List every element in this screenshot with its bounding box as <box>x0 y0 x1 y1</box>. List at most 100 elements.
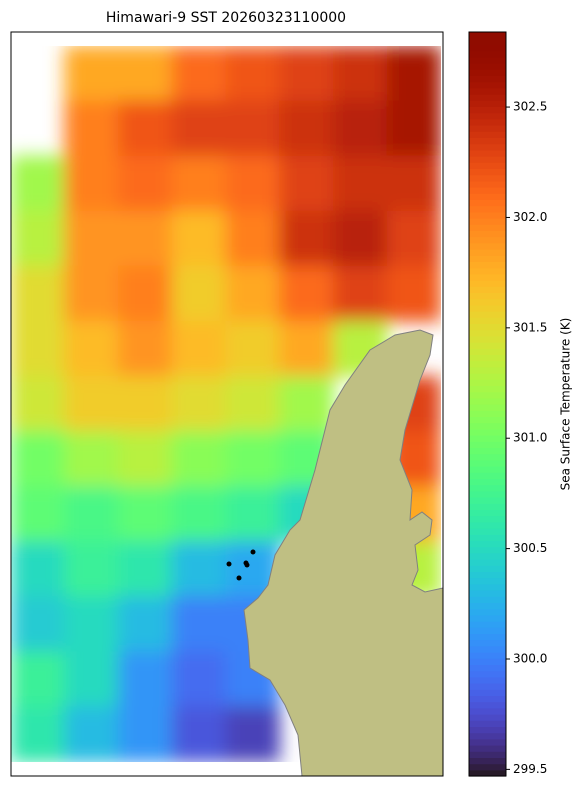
colorbar-step <box>469 385 506 393</box>
colorbar-step <box>469 106 506 114</box>
colorbar-step <box>469 311 506 318</box>
colorbar-step <box>469 69 506 76</box>
colorbar-step <box>469 360 506 368</box>
colorbar-step <box>469 174 506 182</box>
colorbar-step <box>469 75 506 83</box>
sst-cell <box>64 596 119 653</box>
land <box>243 329 444 777</box>
sst-cell <box>64 651 119 708</box>
colorbar-tick-label: 302.0 <box>513 210 547 224</box>
colorbar-step <box>469 211 506 219</box>
colorbar-step <box>469 261 506 269</box>
sst-cell <box>118 320 173 377</box>
sst-cell <box>386 46 441 102</box>
colorbar-step <box>469 44 506 52</box>
colorbar-step <box>469 118 506 126</box>
sst-cell <box>11 375 66 433</box>
map-frame <box>10 31 444 777</box>
colorbar-step <box>469 397 506 405</box>
colorbar-step <box>469 590 506 597</box>
colorbar-step <box>469 645 506 653</box>
sst-cell <box>118 431 173 488</box>
colorbar-step <box>469 559 506 566</box>
sst-cell <box>118 100 173 157</box>
sst-field <box>11 46 441 762</box>
colorbar-step <box>469 453 506 461</box>
sst-cell <box>171 265 227 322</box>
colorbar: 299.5 300.0 300.5 301.0 301.5 302.0 302.5 <box>468 31 547 777</box>
station <box>226 561 232 567</box>
colorbar-step <box>469 280 506 287</box>
sst-cell <box>225 155 281 212</box>
colorbar-step <box>469 534 506 541</box>
colorbar-step <box>469 738 506 746</box>
colorbar-step <box>469 193 506 200</box>
colorbar-step <box>469 745 506 752</box>
sst-cell <box>171 320 227 377</box>
colorbar-step <box>469 137 506 145</box>
sst-cell <box>279 265 334 322</box>
colorbar-step <box>469 608 506 616</box>
colorbar-step <box>469 614 506 622</box>
colorbar-step <box>469 224 506 231</box>
sst-cell <box>171 651 227 708</box>
colorbar-step <box>469 441 506 448</box>
sst-cell <box>279 155 334 212</box>
colorbar-step <box>469 751 506 758</box>
colorbar-step <box>469 286 506 293</box>
sst-cell <box>171 596 227 653</box>
colorbar-step <box>469 354 506 362</box>
sst-cell <box>171 210 227 267</box>
colorbar-step <box>469 707 506 715</box>
colorbar-step <box>469 205 506 213</box>
colorbar-step <box>469 503 506 510</box>
colorbar-step <box>469 757 506 765</box>
colorbar-step <box>469 242 506 250</box>
colorbar-step <box>469 56 506 64</box>
colorbar-label: Sea Surface Temperature (K) <box>559 318 573 491</box>
sst-cells <box>11 46 441 762</box>
sst-cell <box>11 210 66 267</box>
colorbar-tick-label: 301.5 <box>513 320 547 334</box>
colorbar-step <box>469 528 506 535</box>
colorbar-step <box>469 676 506 684</box>
sst-cell <box>225 706 281 762</box>
colorbar-step <box>469 515 506 523</box>
colorbar-step <box>469 230 506 238</box>
sst-cell <box>171 541 227 598</box>
sst-cell <box>225 486 281 543</box>
colorbar-step <box>469 571 506 579</box>
colorbar-step <box>469 125 506 132</box>
colorbar-step <box>469 720 506 727</box>
station <box>236 575 242 581</box>
colorbar-step <box>469 348 506 355</box>
colorbar-step <box>469 94 506 101</box>
sst-cell <box>279 320 334 377</box>
sst-cell <box>171 100 227 157</box>
colorbar-step <box>469 391 506 399</box>
colorbar-frame <box>468 31 507 777</box>
sst-cell <box>11 320 66 377</box>
sst-cell <box>171 486 227 543</box>
colorbar-step <box>469 422 506 430</box>
sst-cell <box>279 210 334 267</box>
sst-cell <box>333 265 388 322</box>
colorbar-step <box>469 726 506 734</box>
colorbar-step <box>469 273 506 281</box>
colorbar-step <box>469 63 506 70</box>
sst-cell <box>64 155 119 212</box>
colorbar-step <box>469 497 506 504</box>
colorbar-step <box>469 50 506 58</box>
colorbar-step <box>469 621 506 628</box>
sst-cell <box>225 320 281 377</box>
sst-cell <box>386 100 441 157</box>
sst-cell <box>118 155 173 212</box>
colorbar-step <box>469 633 506 641</box>
colorbar-step <box>469 596 506 603</box>
colorbar-step <box>469 701 506 709</box>
sst-cell <box>225 100 281 157</box>
colorbar-step <box>469 168 506 176</box>
sst-cell <box>64 375 119 433</box>
sst-cell <box>64 210 119 267</box>
colorbar-step <box>469 218 506 225</box>
